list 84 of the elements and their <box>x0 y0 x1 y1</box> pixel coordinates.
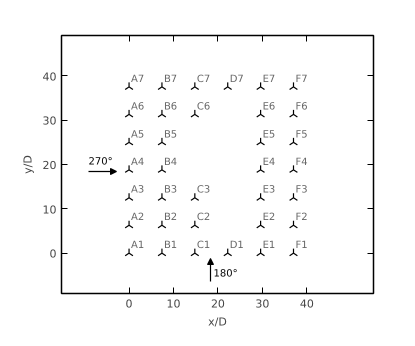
y-tick-label: 0 <box>50 248 56 261</box>
data-label: E5 <box>262 129 276 140</box>
data-label: E6 <box>262 101 276 112</box>
point <box>256 164 266 174</box>
data-label: A4 <box>131 156 144 168</box>
data-label: A1 <box>131 240 144 252</box>
data-label: F3 <box>296 184 308 196</box>
point <box>190 109 200 118</box>
data-label: F4 <box>296 156 308 168</box>
data-label: C3 <box>196 184 210 196</box>
data-label: B4 <box>164 156 178 168</box>
point <box>289 137 298 146</box>
point <box>256 109 266 118</box>
point <box>124 248 134 256</box>
point <box>190 82 200 90</box>
x-axis-title: x/D <box>208 316 227 328</box>
x-tick-label: 10 <box>166 298 180 310</box>
x-tick-label: 30 <box>255 298 270 310</box>
data-label: A3 <box>131 184 144 196</box>
point <box>289 192 298 201</box>
data-label: B1 <box>164 240 178 252</box>
data-label: B6 <box>164 101 178 112</box>
point <box>289 164 298 174</box>
point <box>124 109 134 118</box>
point <box>190 192 200 201</box>
point <box>256 220 266 228</box>
point <box>157 220 166 228</box>
data-label: F5 <box>296 129 308 140</box>
data-label: F7 <box>296 74 308 85</box>
point <box>124 137 134 146</box>
y-tick-label: 20 <box>42 159 57 172</box>
data-label: F1 <box>296 240 308 252</box>
data-label: F2 <box>296 212 308 224</box>
point <box>289 109 298 118</box>
point <box>190 220 200 228</box>
data-label: A2 <box>131 212 144 224</box>
x-tick-label: 0 <box>126 298 133 310</box>
data-label: E1 <box>262 240 276 252</box>
data-label: C7 <box>196 74 210 85</box>
annotation: 180° <box>214 268 238 280</box>
data-label: B5 <box>164 129 178 140</box>
point <box>157 164 166 174</box>
point <box>256 82 266 90</box>
point <box>289 82 298 90</box>
data-label: E2 <box>262 212 276 224</box>
point <box>157 109 166 118</box>
point <box>256 137 266 146</box>
data-label: C1 <box>196 240 210 252</box>
y-tick-label: 30 <box>42 114 57 128</box>
point <box>256 248 266 256</box>
x-tick-label: 20 <box>210 298 225 310</box>
y-axis-title: y/D <box>22 155 35 174</box>
point <box>223 248 232 256</box>
data-label: B3 <box>164 184 178 196</box>
point <box>289 220 298 228</box>
point <box>124 192 134 201</box>
point <box>157 82 166 90</box>
point <box>256 192 266 201</box>
data-label: C2 <box>196 212 210 224</box>
data-label: B2 <box>164 212 178 224</box>
point <box>289 248 298 256</box>
data-label: D7 <box>230 74 244 85</box>
x-tick-label: 40 <box>300 298 314 310</box>
data-label: F6 <box>296 101 308 112</box>
data-label: D1 <box>230 240 244 252</box>
data-label: C6 <box>196 101 210 112</box>
data-label: B7 <box>164 74 178 85</box>
annotation: 270° <box>88 156 113 168</box>
point <box>157 192 166 201</box>
point <box>190 248 200 256</box>
point <box>157 137 166 146</box>
data-label: A5 <box>131 129 144 140</box>
y-tick-label: 10 <box>42 203 57 216</box>
data-label: E4 <box>262 156 276 168</box>
data-label: A7 <box>131 74 144 85</box>
point <box>124 82 134 90</box>
data-label: A6 <box>131 101 144 112</box>
point <box>124 220 134 228</box>
point <box>223 82 232 90</box>
data-label: E3 <box>262 184 276 196</box>
point <box>124 164 134 174</box>
data-label: E7 <box>262 74 276 85</box>
y-tick-label: 40 <box>42 70 57 84</box>
point <box>157 248 166 256</box>
